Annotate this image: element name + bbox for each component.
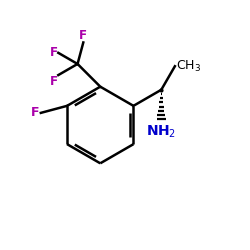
Text: NH$_2$: NH$_2$ — [146, 124, 176, 140]
Text: F: F — [31, 106, 40, 120]
Text: F: F — [50, 75, 58, 88]
Text: F: F — [50, 46, 58, 59]
Text: F: F — [79, 30, 87, 43]
Text: CH$_3$: CH$_3$ — [176, 59, 201, 74]
